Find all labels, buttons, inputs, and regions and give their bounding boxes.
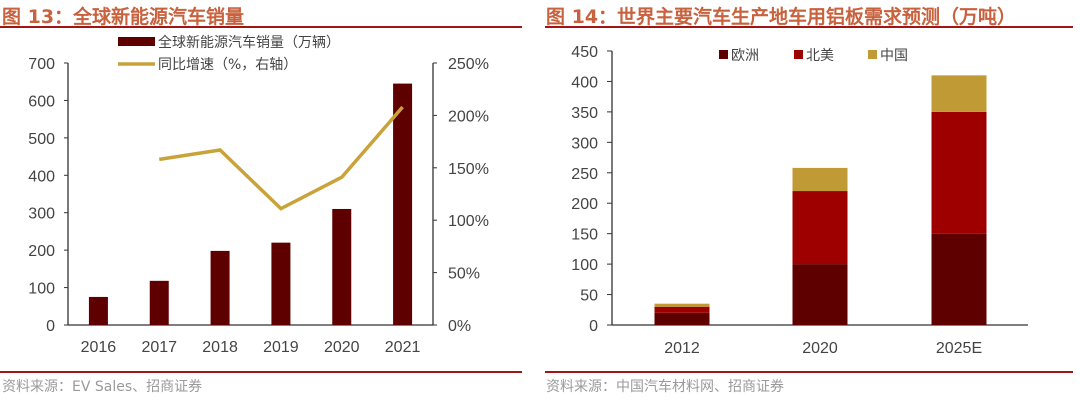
y-tick-label: 50 <box>580 288 598 305</box>
y-tick-label-left: 200 <box>28 243 55 260</box>
x-tick-label: 2019 <box>263 339 299 356</box>
y-tick-label-right: 250% <box>448 56 489 73</box>
bar-2020-中国 <box>792 167 848 192</box>
x-tick-label: 2012 <box>664 340 700 357</box>
legend-swatch <box>868 50 877 59</box>
bar-2012-欧洲 <box>654 312 710 325</box>
legend-swatch <box>719 50 728 59</box>
x-tick-label: 2021 <box>385 339 421 356</box>
y-tick-label: 400 <box>571 74 598 91</box>
bar-2012-北美 <box>654 306 710 313</box>
bar-2020-北美 <box>792 191 848 265</box>
chart-left: 0 100 200 300 400 500 600 700 0% 50% 100% 150% 200% 2… <box>28 34 489 356</box>
chart-title: 图 14：世界主要汽车生产地车用铝板需求预测（万吨） <box>546 6 1017 28</box>
chart-source: 资料来源：中国汽车材料网、招商证券 <box>546 379 784 395</box>
source-rule <box>545 371 1073 373</box>
bar-2012-中国 <box>654 303 710 307</box>
y-tick-label-right: 100% <box>448 213 489 230</box>
chart-panel-left: 图 13：全球新能源汽车销量 0 100 200 300 400 500 600 700 0% 5… <box>0 0 525 400</box>
legend-label-line: 同比增速（%，右轴） <box>158 57 297 73</box>
y-tick-label-right: 50% <box>448 266 480 283</box>
bar-2016 <box>88 296 108 325</box>
y-tick-label-left: 600 <box>28 93 55 110</box>
legend-label-bar: 全球新能源汽车销量（万辆） <box>158 34 340 51</box>
legend-label: 中国 <box>880 48 908 64</box>
y-tick-label-left: 100 <box>28 281 55 298</box>
legend-label: 北美 <box>806 48 834 64</box>
y-tick-label: 250 <box>571 166 598 183</box>
chart-title: 图 13：全球新能源汽车销量 <box>2 6 245 28</box>
x-tick-label: 2016 <box>81 339 117 356</box>
y-tick-label-left: 700 <box>28 56 55 73</box>
x-tick-label: 2017 <box>141 339 177 356</box>
y-tick-label-right: 200% <box>448 108 489 125</box>
title-rule <box>545 26 1073 28</box>
title-rule <box>0 26 522 28</box>
chart-panel-right: 图 14：世界主要汽车生产地车用铝板需求预测（万吨） 0 50 100 150 200 2… <box>540 0 1080 400</box>
y-tick-label: 0 <box>589 318 598 335</box>
y-tick-label: 200 <box>571 196 598 213</box>
legend-swatch-bar <box>118 37 155 46</box>
bar-2020-欧洲 <box>792 264 848 325</box>
bar-2019 <box>271 242 291 325</box>
y-tick-label: 100 <box>571 257 598 274</box>
bar-2018 <box>210 250 230 325</box>
bar-2025E-中国 <box>931 75 987 112</box>
bar-2021 <box>393 83 413 325</box>
bar-2020 <box>332 208 352 325</box>
bar-2017 <box>149 280 169 325</box>
legend-label: 欧洲 <box>731 48 759 64</box>
chart-right: 0 50 100 150 200 250 300 350 400 450 2012 2020 2025E… <box>571 44 1028 357</box>
legend-swatch <box>794 50 803 59</box>
y-tick-label-left: 500 <box>28 131 55 148</box>
y-tick-label-right: 150% <box>448 161 489 178</box>
bar-2025E-欧洲 <box>931 233 987 325</box>
y-tick-label-right: 0% <box>448 318 471 335</box>
x-tick-label: 2020 <box>802 340 838 357</box>
y-tick-label-left: 300 <box>28 206 55 223</box>
y-tick-label-left: 0 <box>46 318 55 335</box>
chart-source: 资料来源：EV Sales、招商证券 <box>2 379 203 395</box>
y-tick-label: 150 <box>571 227 598 244</box>
x-tick-label: 2018 <box>202 339 238 356</box>
bar-2025E-北美 <box>931 111 987 234</box>
y-tick-label: 450 <box>571 44 598 61</box>
source-rule <box>0 371 522 373</box>
x-tick-label: 2025E <box>936 340 982 357</box>
growth-line <box>158 105 404 211</box>
y-tick-label: 350 <box>571 105 598 122</box>
x-tick-label: 2020 <box>324 339 360 356</box>
y-tick-label-left: 400 <box>28 168 55 185</box>
y-tick-label: 300 <box>571 135 598 152</box>
